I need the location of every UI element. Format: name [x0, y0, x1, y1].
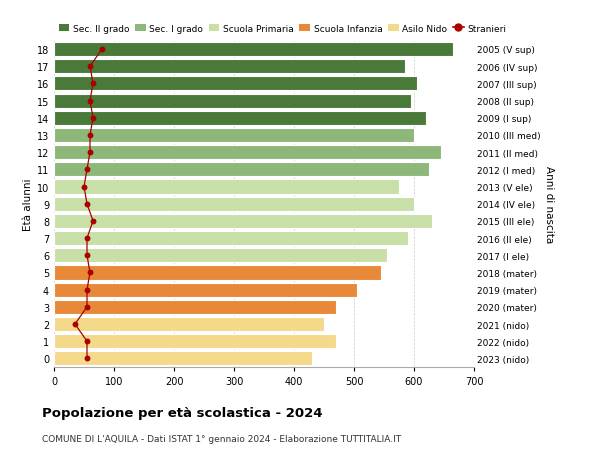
Bar [54, 77, 417, 91]
Bar [54, 43, 453, 57]
Point [82, 286, 92, 294]
Point [82, 201, 92, 208]
Bar [54, 146, 441, 160]
Y-axis label: Anni di nascita: Anni di nascita [544, 166, 554, 243]
Point [85, 63, 95, 71]
Point [82, 166, 92, 174]
Bar [54, 231, 408, 246]
Point [88, 80, 98, 88]
Point [82, 235, 92, 242]
Bar [54, 180, 399, 194]
Bar [54, 335, 336, 348]
Bar [54, 214, 432, 229]
Bar [54, 60, 405, 74]
Bar [54, 94, 411, 108]
Bar [54, 129, 414, 143]
Bar [54, 112, 426, 125]
Point [82, 303, 92, 311]
Point [97, 46, 107, 54]
Bar [54, 249, 387, 263]
Point [88, 115, 98, 122]
Point [70, 321, 80, 328]
Point [82, 355, 92, 362]
Point [85, 132, 95, 140]
Point [85, 149, 95, 157]
Text: COMUNE DI L'AQUILA - Dati ISTAT 1° gennaio 2024 - Elaborazione TUTTITALIA.IT: COMUNE DI L'AQUILA - Dati ISTAT 1° genna… [42, 434, 401, 443]
Legend: Sec. II grado, Sec. I grado, Scuola Primaria, Scuola Infanzia, Asilo Nido, Stran: Sec. II grado, Sec. I grado, Scuola Prim… [59, 25, 506, 34]
Y-axis label: Età alunni: Età alunni [23, 178, 32, 230]
Bar [54, 352, 312, 366]
Bar [54, 163, 429, 177]
Point [79, 184, 89, 191]
Bar [54, 300, 336, 314]
Bar [54, 283, 357, 297]
Point [82, 338, 92, 345]
Bar [54, 266, 381, 280]
Bar [54, 317, 324, 331]
Bar [54, 197, 414, 211]
Point [82, 252, 92, 259]
Point [85, 269, 95, 276]
Point [85, 98, 95, 105]
Point [88, 218, 98, 225]
Text: Popolazione per età scolastica - 2024: Popolazione per età scolastica - 2024 [42, 406, 323, 419]
